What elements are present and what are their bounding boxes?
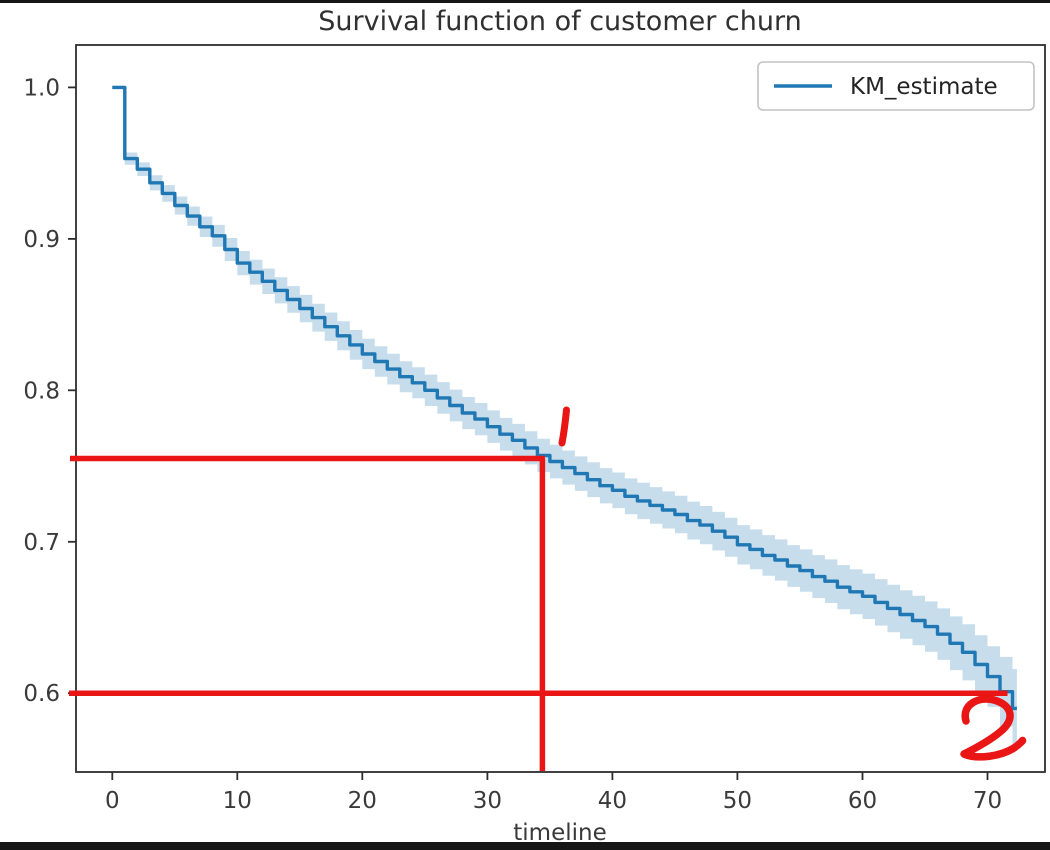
legend: KM_estimate (757, 61, 1035, 111)
x-tick-label: 0 (105, 788, 120, 814)
handwritten-mark-2 (960, 695, 1027, 761)
y-tick-label: 0.7 (23, 530, 60, 556)
x-tick-label: 60 (848, 788, 877, 814)
y-tick-label: 0.9 (23, 227, 60, 253)
x-axis-ticks: 0 10 20 30 40 50 60 70 (105, 772, 1002, 814)
axes-spines (75, 44, 1046, 773)
x-tick-label: 40 (598, 788, 627, 814)
x-axis-label: timeline (513, 820, 606, 846)
x-tick-label: 50 (723, 788, 752, 814)
handwritten-mark-1 (558, 406, 570, 447)
x-tick-label: 70 (973, 788, 1002, 814)
y-tick-label: 0.6 (23, 681, 60, 707)
x-tick-label: 10 (223, 788, 252, 814)
chart-title: Survival function of customer churn (318, 6, 801, 37)
y-axis-ticks: 1.0 0.9 0.8 0.7 0.6 (23, 75, 76, 707)
x-tick-label: 30 (473, 788, 502, 814)
legend-box (757, 61, 1035, 111)
frame-bottom-bar (0, 842, 1050, 850)
y-tick-label: 1.0 (23, 75, 60, 101)
km-line (112, 85, 1017, 711)
x-tick-label: 20 (348, 788, 377, 814)
legend-label: KM_estimate (850, 74, 998, 100)
y-tick-label: 0.8 (23, 378, 60, 404)
plot-background (76, 45, 1045, 772)
frame-top-bar (0, 0, 1050, 3)
confidence-band (112, 85, 1017, 748)
